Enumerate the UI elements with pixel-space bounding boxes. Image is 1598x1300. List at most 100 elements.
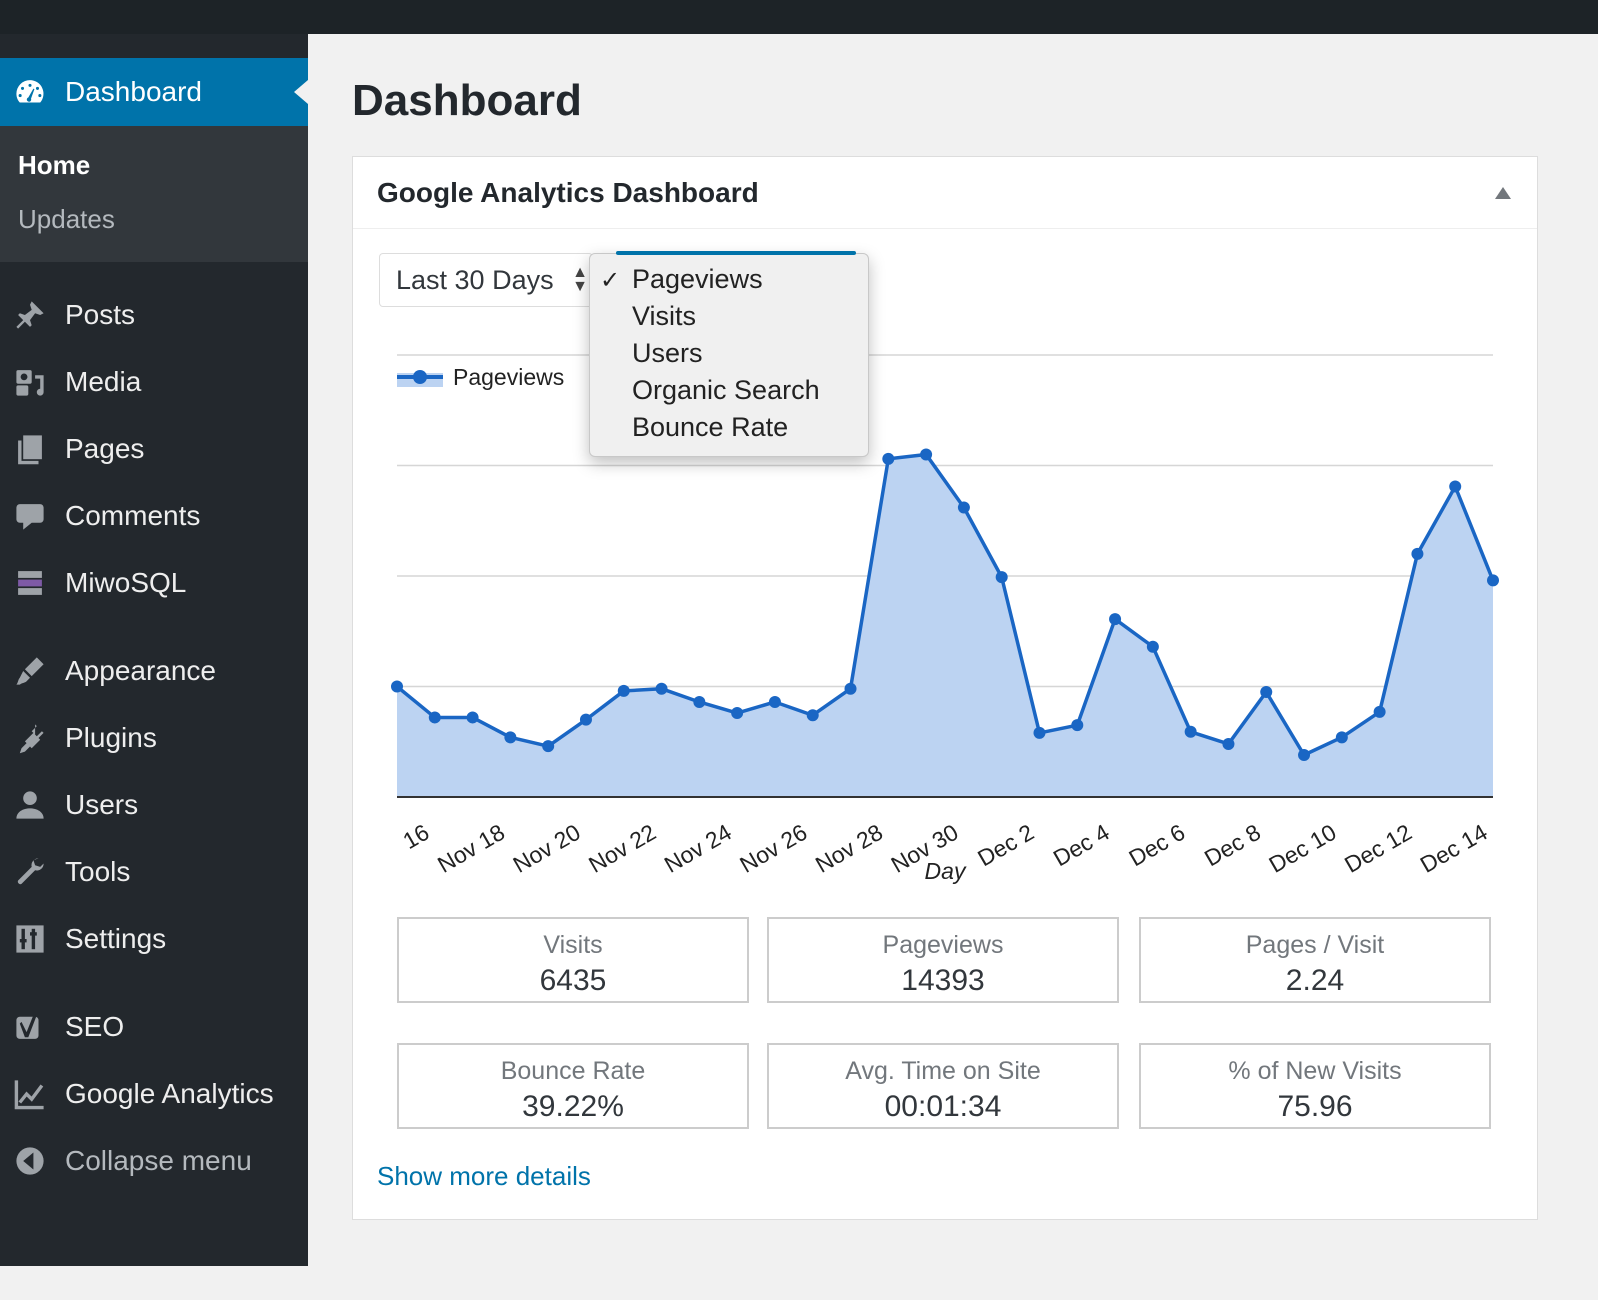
sidebar-item-label: SEO: [65, 1011, 125, 1042]
stat-label: Bounce Rate: [500, 1057, 646, 1085]
sidebar-item-label: Appearance: [65, 655, 217, 686]
widget-title: Google Analytics Dashboard: [377, 177, 759, 208]
sidebar-item-label: Posts: [65, 299, 136, 330]
stat-value: 14393: [901, 964, 985, 997]
sidebar-item-label: Settings: [65, 923, 167, 954]
x-tick-label: Dec 14: [1416, 819, 1492, 878]
data-point: [768, 695, 781, 708]
stat-value: 6435: [539, 964, 607, 997]
data-point: [579, 713, 592, 726]
sidebar-item-label: Google Analytics: [65, 1078, 274, 1109]
stat-label: % of New Visits: [1228, 1057, 1402, 1085]
data-point: [995, 571, 1008, 584]
dropdown-option-bounce-rate[interactable]: Bounce Rate: [632, 412, 789, 442]
sidebar-item-plugins[interactable]: Plugins: [0, 713, 308, 763]
x-tick-label: Nov 24: [660, 819, 736, 878]
sidebar-item-label: Media: [65, 366, 142, 397]
date-range-select[interactable]: Last 30 Days ▲ ▼: [379, 253, 593, 307]
comment-icon: [12, 498, 48, 534]
data-point: [844, 682, 857, 695]
sidebar-item-dashboard[interactable]: Dashboard: [0, 58, 308, 126]
data-point: [1033, 726, 1046, 739]
dropdown-option-organic-search[interactable]: Organic Search: [632, 375, 820, 405]
data-point: [617, 684, 630, 697]
data-point: [806, 709, 819, 722]
plug-icon: [12, 720, 48, 756]
submenu-item-updates[interactable]: Updates: [18, 204, 115, 234]
stat-pages-per-visit: Pages / Visit 2.24: [1139, 917, 1491, 1003]
x-tick-label: Nov 22: [584, 819, 660, 878]
sidebar-item-label: Tools: [65, 856, 131, 887]
x-tick-label: Dec 10: [1264, 819, 1340, 878]
admin-bar: [0, 0, 1598, 34]
sidebar-item-pages[interactable]: Pages: [0, 424, 308, 474]
sidebar-item-posts[interactable]: Posts: [0, 290, 308, 340]
data-point: [920, 448, 933, 461]
data-point: [731, 707, 744, 720]
sidebar-item-comments[interactable]: Comments: [0, 491, 308, 541]
sidebar-item-tools[interactable]: Tools: [0, 847, 308, 897]
collapse-toggle-icon[interactable]: [1495, 187, 1511, 199]
main-content: Dashboard Google Analytics Dashboard Las…: [308, 34, 1598, 1266]
show-more-details-link[interactable]: Show more details: [377, 1161, 591, 1191]
user-icon: [12, 787, 48, 823]
media-icon: [12, 364, 48, 400]
data-point: [1146, 640, 1159, 653]
sidebar-item-label: MiwoSQL: [65, 567, 187, 598]
x-tick-label: 16: [398, 819, 433, 854]
stat-value: 00:01:34: [884, 1090, 1002, 1123]
data-point: [882, 452, 895, 465]
legend-marker: [413, 370, 427, 384]
pin-icon: [12, 297, 48, 333]
data-point: [1449, 480, 1462, 493]
data-point: [504, 731, 517, 744]
dropdown-option-visits[interactable]: Visits: [632, 301, 697, 331]
sidebar-item-media[interactable]: Media: [0, 357, 308, 407]
widget-header[interactable]: Google Analytics Dashboard: [353, 157, 1537, 229]
sidebar-item-users[interactable]: Users: [0, 780, 308, 830]
data-point: [466, 711, 479, 724]
sidebar-item-label: Pages: [65, 433, 145, 464]
sliders-icon: [12, 921, 48, 957]
sidebar-item-appearance[interactable]: Appearance: [0, 646, 308, 696]
pageviews-line: [395, 452, 1495, 757]
stat-pageviews: Pageviews 14393: [767, 917, 1119, 1003]
date-range-value: Last 30 Days: [396, 264, 554, 295]
data-point: [1222, 737, 1235, 750]
x-tick-label: Dec 8: [1200, 819, 1265, 872]
x-tick-label: Dec 12: [1340, 819, 1416, 878]
sidebar-item-settings[interactable]: Settings: [0, 914, 308, 964]
stat-new-visits: % of New Visits 75.96: [1139, 1043, 1491, 1129]
submenu-item-home[interactable]: Home: [18, 150, 91, 180]
sidebar-item-label: Collapse menu: [65, 1145, 252, 1176]
x-tick-label: Dec 4: [1049, 819, 1114, 872]
data-point: [1109, 613, 1122, 626]
admin-sidebar: Dashboard Home Updates Posts Media Pages…: [0, 34, 308, 1266]
dropdown-option-pageviews[interactable]: Pageviews: [632, 264, 763, 294]
stat-bounce-rate: Bounce Rate 39.22%: [397, 1043, 749, 1129]
collapse-menu-button[interactable]: Collapse menu: [0, 1136, 308, 1186]
data-point: [1411, 547, 1424, 560]
pages-icon: [12, 431, 48, 467]
stat-value: 39.22%: [522, 1090, 624, 1123]
sidebar-item-label: Users: [65, 789, 139, 820]
sidebar-item-miwosql[interactable]: MiwoSQL: [0, 558, 308, 608]
checkmark-icon: ✓: [600, 267, 621, 294]
page-bottom: [0, 1266, 1598, 1300]
data-point: [693, 695, 706, 708]
current-menu-arrow: [294, 80, 308, 104]
dashboard-submenu: Home Updates: [0, 126, 308, 262]
sidebar-item-seo[interactable]: SEO: [0, 1002, 308, 1052]
stat-label: Pages / Visit: [1245, 931, 1385, 959]
google-analytics-widget: Google Analytics Dashboard Last 30 Days …: [352, 156, 1538, 1220]
dropdown-option-users[interactable]: Users: [632, 338, 703, 368]
stat-label: Avg. Time on Site: [845, 1057, 1041, 1085]
data-point: [957, 501, 970, 514]
sidebar-item-google-analytics[interactable]: Google Analytics: [0, 1069, 308, 1119]
sidebar-item-label: Dashboard: [65, 76, 202, 107]
legend-label: Pageviews: [453, 364, 564, 390]
data-point: [542, 740, 555, 753]
data-point: [1184, 725, 1197, 738]
stat-avg-time-on-site: Avg. Time on Site 00:01:34: [767, 1043, 1119, 1129]
seo-icon: [12, 1009, 48, 1045]
